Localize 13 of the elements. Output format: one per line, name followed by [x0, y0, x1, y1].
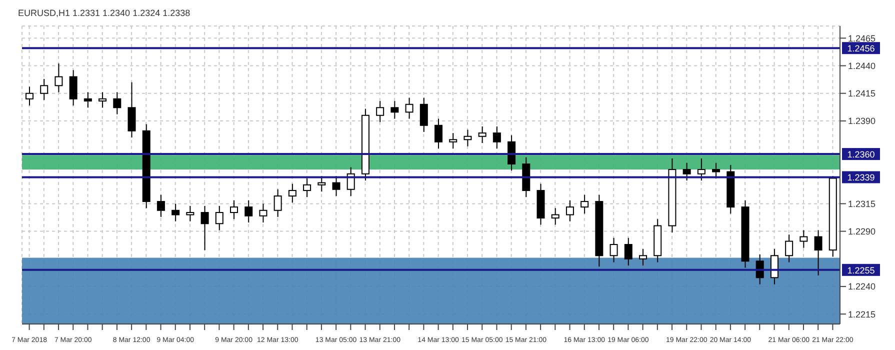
y-tick-label: 1.2215	[848, 309, 876, 320]
y-tick-label: 1.2415	[848, 88, 876, 99]
y-tick-label: 1.2390	[848, 116, 876, 126]
chart-title: EURUSD,H1 1.2331 1.2340 1.2324 1.2338	[17, 8, 192, 20]
ref-line-label: 1.2339	[847, 172, 875, 183]
y-tick-label: 1.2315	[848, 198, 876, 209]
y-tick-label: 1.2290	[848, 226, 876, 236]
y-tick-label: 1.2465	[848, 33, 876, 44]
y-tick-label: 1.2240	[848, 282, 876, 292]
ref-line-label: 1.2360	[847, 150, 875, 160]
y-tick-label: 1.2440	[848, 60, 876, 71]
ref-line-label: 1.2456	[847, 44, 875, 54]
ref-line-label: 1.2255	[847, 265, 875, 276]
